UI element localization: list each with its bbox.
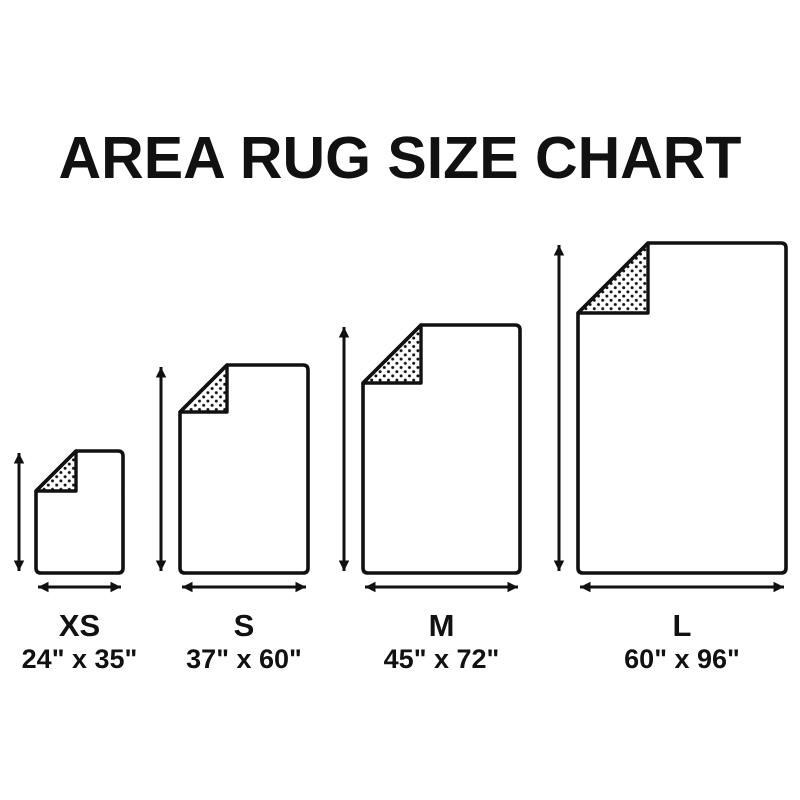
s-size-dimensions: 37" x 60" <box>186 644 302 674</box>
l-size-label: L <box>673 608 692 643</box>
l-rug-icon <box>576 241 788 575</box>
s-rug-icon <box>178 363 310 575</box>
rug-group-xs: XS 24" x 35" <box>13 449 138 674</box>
rug-group-m: M 45" x 72" <box>338 323 522 674</box>
rug-group-l: L 60" x 96" <box>553 241 788 674</box>
m-rug-icon <box>361 323 522 575</box>
rug-group-s: S 37" x 60" <box>155 363 310 674</box>
xs-size-dimensions: 24" x 35" <box>22 644 138 674</box>
s-rug-fold-icon <box>178 363 229 414</box>
page-title: AREA RUG SIZE CHART <box>58 125 742 191</box>
m-size-label: M <box>429 608 455 643</box>
xs-size-label: XS <box>59 608 100 643</box>
m-size-dimensions: 45" x 72" <box>384 644 500 674</box>
xs-rug-fold-icon <box>34 449 78 493</box>
s-size-label: S <box>234 608 255 643</box>
l-rug-fold-icon <box>576 241 650 315</box>
m-rug-fold-icon <box>361 323 423 385</box>
xs-rug-icon <box>34 449 125 575</box>
l-size-dimensions: 60" x 96" <box>624 644 740 674</box>
